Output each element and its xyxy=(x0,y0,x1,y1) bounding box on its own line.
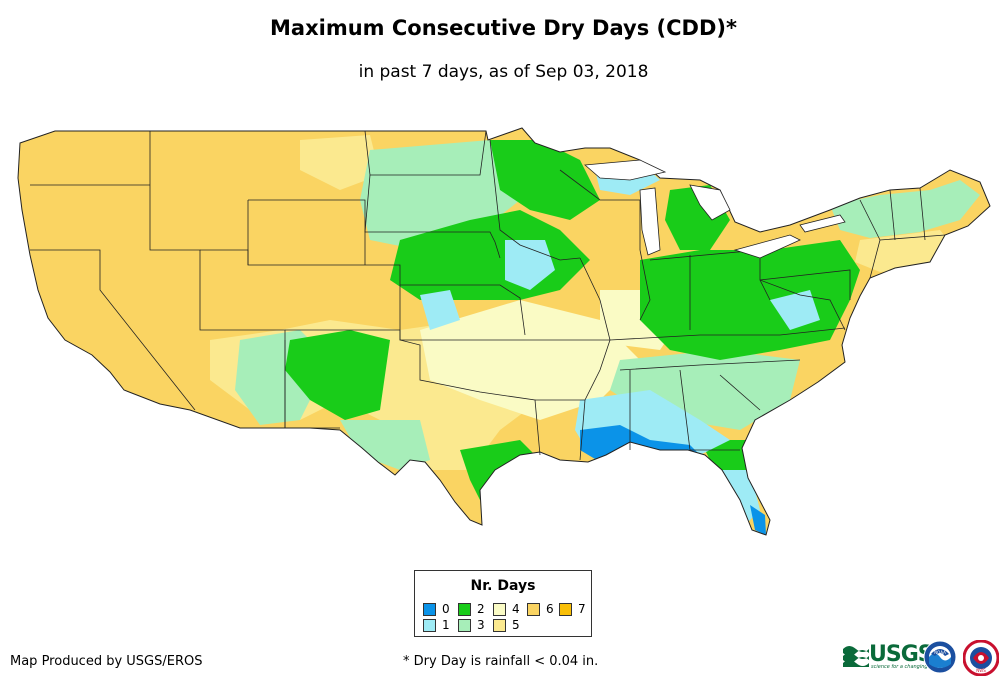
zone-3-days-texas xyxy=(340,420,430,470)
legend-label-4: 4 xyxy=(512,602,520,616)
zone-4-days-plains xyxy=(420,300,640,420)
legend-swatch-0 xyxy=(423,602,436,616)
zone-2-days-minnesota xyxy=(490,140,600,220)
map-title: Maximum Consecutive Dry Days (CDD)* xyxy=(270,16,737,40)
legend-item-5: 5 xyxy=(493,618,520,632)
legend-label-5: 5 xyxy=(512,618,520,632)
legend-label-3: 3 xyxy=(477,618,485,632)
zone-2-days-ohio-valley xyxy=(640,240,860,360)
legend-swatch-7 xyxy=(559,602,572,616)
zone-1-day-virginia xyxy=(770,290,820,330)
nws-logo-icon: NWS xyxy=(963,640,999,676)
legend-item-7: 7 xyxy=(559,602,586,616)
great-lakes xyxy=(584,159,846,259)
legend-swatch-6 xyxy=(527,602,540,616)
legend-swatch-4 xyxy=(493,602,506,616)
noaa-logo-icon: NOAA xyxy=(923,640,957,674)
legend-label-2: 2 xyxy=(477,602,485,616)
legend-swatch-3 xyxy=(458,618,471,632)
legend-item-0: 0 xyxy=(423,602,450,616)
usgs-tagline: science for a changing world xyxy=(871,664,943,670)
legend: Nr. Days 0 1 2 3 4 5 6 7 xyxy=(414,570,592,637)
nws-logo-text: NWS xyxy=(976,668,986,673)
noaa-logo-text: NOAA xyxy=(934,650,946,655)
map-subtitle: in past 7 days, as of Sep 03, 2018 xyxy=(358,62,649,82)
zone-0-days-florida xyxy=(750,505,766,535)
dry-day-footnote: * Dry Day is rainfall < 0.04 in. xyxy=(403,654,599,669)
legend-swatch-1 xyxy=(423,618,436,632)
legend-item-6: 6 xyxy=(527,602,554,616)
usgs-logo-text: USGS xyxy=(869,642,934,667)
legend-item-4: 4 xyxy=(493,602,520,616)
legend-swatch-2 xyxy=(458,602,471,616)
map-credit: Map Produced by USGS/EROS xyxy=(10,654,203,669)
zone-5-days-mt xyxy=(300,135,380,190)
legend-item-1: 1 xyxy=(423,618,450,632)
legend-swatch-5 xyxy=(493,618,506,632)
zone-1-day-iowa xyxy=(505,240,555,290)
legend-label-0: 0 xyxy=(442,602,450,616)
usgs-logo: USGS xyxy=(843,642,934,667)
state-boundaries xyxy=(30,130,946,461)
legend-label-6: 6 xyxy=(546,602,554,616)
legend-label-7: 7 xyxy=(578,602,586,616)
zone-3-days-northeast xyxy=(830,180,980,238)
usgs-wave-icon xyxy=(843,645,869,667)
zone-1-day-kansas xyxy=(420,290,460,330)
legend-item-3: 3 xyxy=(458,618,485,632)
legend-label-1: 1 xyxy=(442,618,450,632)
legend-title: Nr. Days xyxy=(470,578,536,594)
zone-2-days-newmexico xyxy=(285,330,390,420)
us-border xyxy=(17,127,991,536)
legend-item-2: 2 xyxy=(458,602,485,616)
